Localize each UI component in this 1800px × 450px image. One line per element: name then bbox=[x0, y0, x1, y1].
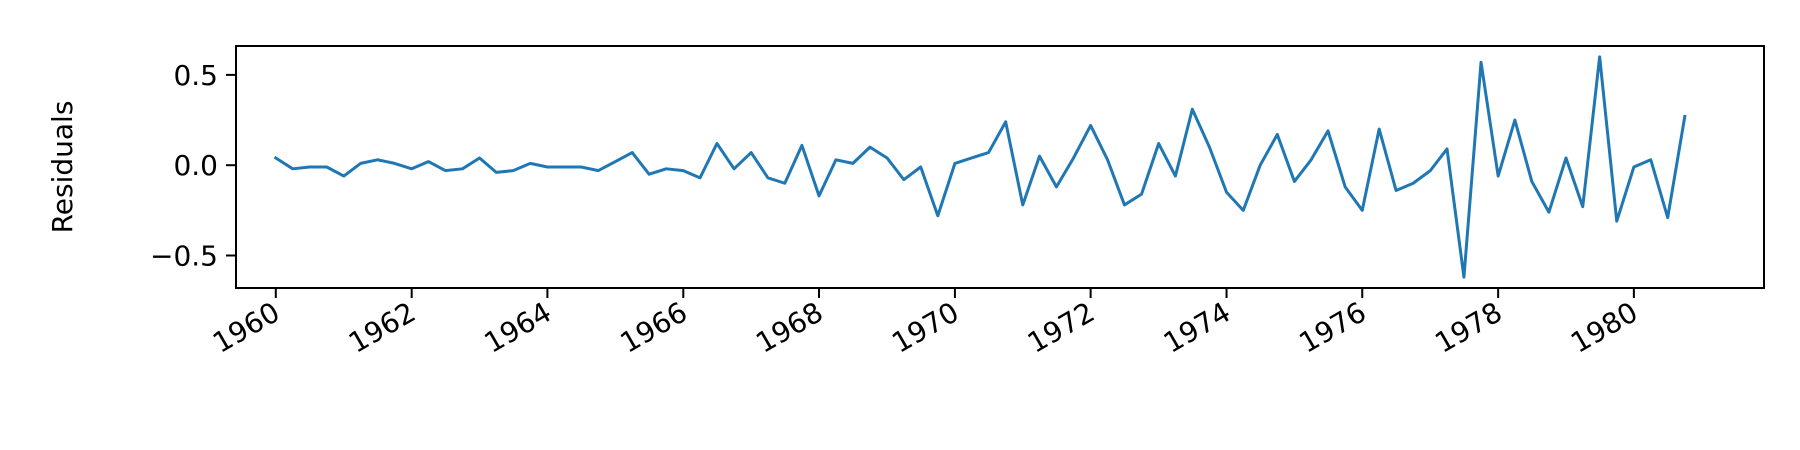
x-tick-label: 1980 bbox=[1565, 295, 1643, 359]
x-tick-label: 1972 bbox=[1022, 295, 1100, 359]
y-tick-label: 0.0 bbox=[173, 149, 218, 182]
x-tick-label: 1968 bbox=[750, 295, 828, 359]
x-tick-label: 1960 bbox=[207, 295, 285, 359]
y-axis-ticks: −0.5 0.0 0.5 bbox=[150, 59, 236, 272]
x-tick-label: 1976 bbox=[1294, 295, 1372, 359]
y-tick-label: −0.5 bbox=[150, 239, 218, 272]
x-tick-label: 1974 bbox=[1158, 295, 1236, 359]
x-tick-label: 1966 bbox=[615, 295, 693, 359]
x-axis-ticks: 1960 1962 1964 1966 1968 1970 1972 1974 1976 1978… bbox=[207, 288, 1643, 360]
x-tick-label: 1964 bbox=[479, 295, 557, 359]
y-axis-label: Residuals bbox=[46, 101, 79, 234]
residuals-series-line bbox=[273, 55, 1687, 279]
x-tick-label: 1978 bbox=[1429, 295, 1507, 359]
y-tick-label: 0.5 bbox=[173, 59, 218, 92]
x-tick-label: 1970 bbox=[886, 295, 964, 359]
x-tick-label: 1962 bbox=[343, 295, 421, 359]
plot-area-frame bbox=[235, 45, 1765, 289]
